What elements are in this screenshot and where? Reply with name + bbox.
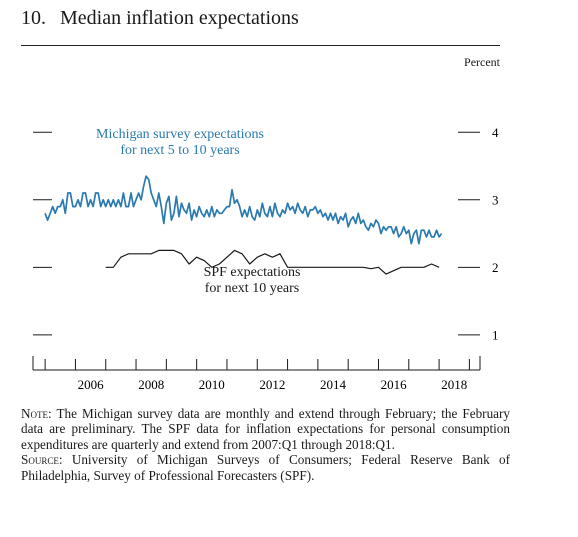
note-text: The Michigan survey data are monthly and…: [21, 406, 510, 452]
note-label: Note:: [21, 406, 52, 421]
figure-notes: Note: The Michigan survey data are month…: [21, 406, 510, 483]
source-text: University of Michigan Surveys of Consum…: [21, 452, 510, 483]
line-chart: 1 2 3 4 2006 2008 2010 2012 2014 2016 2018 Michig…: [32, 125, 499, 392]
source-label: Source:: [21, 452, 63, 468]
spf-series-line: [105, 249, 440, 275]
spf-series-label-line: SPF expectations: [204, 265, 301, 280]
figure-title-text: Median inflation expectations: [60, 7, 299, 29]
michigan-series-label-line: Michigan survey expectations: [96, 127, 264, 142]
x-tick-label: 2012: [259, 377, 285, 392]
x-tick-label: 2008: [138, 377, 164, 392]
y-tick-label: 4: [492, 125, 499, 140]
spf-series-label-line: for next 10 years: [205, 281, 299, 296]
figure-title: 10. Median inflation expectations: [21, 7, 299, 30]
x-tick-label: 2016: [381, 377, 408, 392]
source-paragraph: Source: University of Michigan Surveys o…: [21, 452, 510, 483]
series-layer: [44, 175, 443, 275]
michigan-series-label-line: for next 5 to 10 years: [120, 143, 239, 158]
x-tick-label: 2018: [441, 377, 467, 392]
michigan-series-label: Michigan survey expectations for next 5 t…: [96, 127, 264, 158]
spf-series-label: SPF expectations for next 10 years: [204, 265, 301, 296]
y-ticks: 1 2 3 4: [33, 125, 499, 342]
series-labels: Michigan survey expectations for next 5 t…: [96, 127, 300, 296]
x-tick-label: 2010: [199, 377, 225, 392]
y-tick-label: 2: [492, 260, 499, 275]
x-tick-label: 2006: [78, 377, 105, 392]
y-tick-label: 1: [492, 327, 499, 342]
unit-label: Percent: [464, 55, 500, 69]
x-tick-label: 2014: [320, 377, 347, 392]
x-axis: 2006 2008 2010 2012 2014 2016 2018: [32, 356, 481, 392]
note-paragraph: Note: The Michigan survey data are month…: [21, 406, 510, 452]
y-tick-label: 3: [492, 192, 499, 207]
michigan-series-line: [44, 175, 443, 245]
figure-number: 10.: [21, 7, 46, 29]
top-rule: [21, 45, 500, 46]
